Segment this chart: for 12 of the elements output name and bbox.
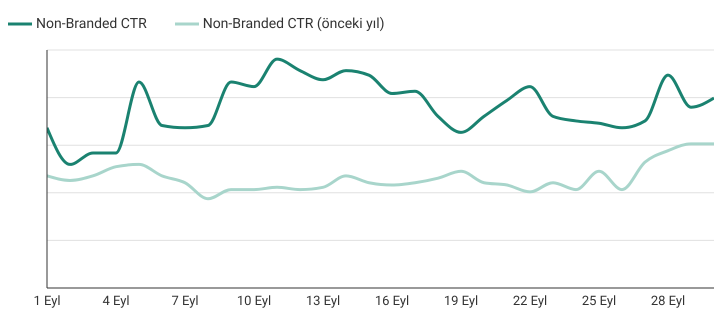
x-tick-label: 16 Eyl <box>374 294 410 310</box>
x-tick-label: 22 Eyl <box>512 294 548 310</box>
legend-label: Non-Branded CTR <box>36 16 147 32</box>
x-tick-label: 19 Eyl <box>444 294 478 310</box>
x-tick-label: 25 Eyl <box>582 294 616 310</box>
x-tick-label: 13 Eyl <box>306 294 340 310</box>
legend-label: Non-Branded CTR (önceki yıl) <box>202 16 384 32</box>
x-tick-label: 4 Eyl <box>102 294 130 310</box>
x-tick-label: 28 Eyl <box>650 294 686 310</box>
x-tick-label: 10 Eyl <box>236 294 272 310</box>
x-tick-label: 7 Eyl <box>171 294 199 310</box>
x-tick-label: 1 Eyl <box>33 294 61 310</box>
